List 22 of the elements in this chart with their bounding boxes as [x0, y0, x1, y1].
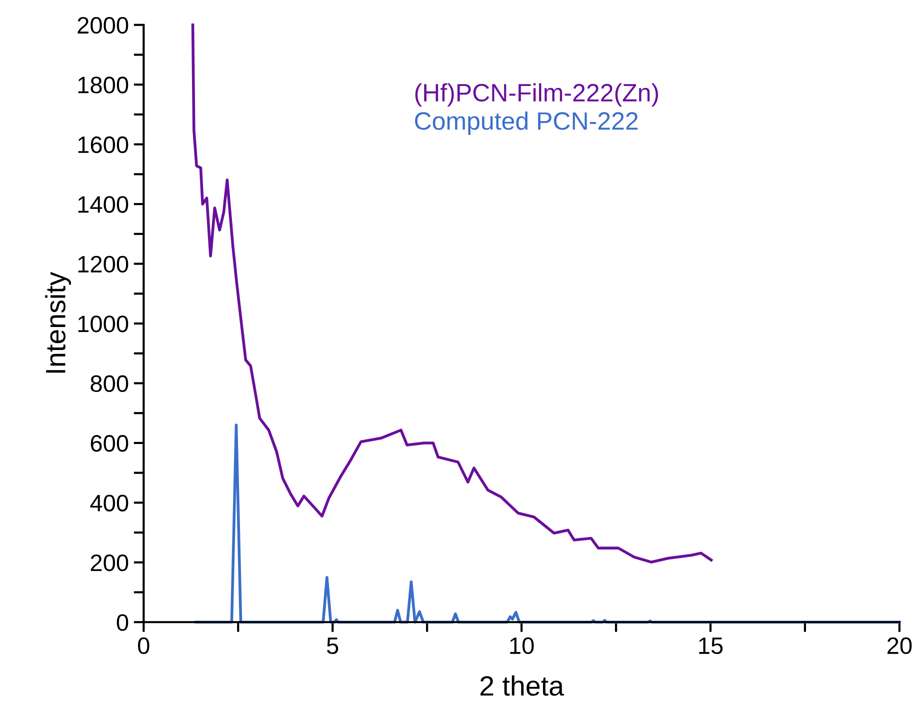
x-tick-label: 0 [138, 637, 150, 654]
y-tick-label: 600 [90, 435, 128, 452]
x-tick-label: 20 [888, 637, 912, 654]
x-tick-label: 5 [326, 638, 338, 654]
y-tick-label: 1400 [78, 196, 128, 213]
y-tick-label: 800 [90, 375, 128, 392]
x-axis-title: 2 theta [480, 675, 564, 696]
y-tick-label: 0 [116, 614, 128, 631]
x-tick-label: 10 [510, 637, 534, 654]
y-tick-label: 1600 [78, 136, 128, 154]
text: (Hf)PCN-Film-222(Zn) [415, 83, 658, 107]
y-tick-label: 200 [90, 554, 128, 572]
x-tick-label: 15 [699, 638, 723, 654]
y-tick-label: 1000 [78, 316, 128, 332]
y-tick-label: 2000 [78, 16, 128, 34]
y-axis-title: Intensity [45, 272, 71, 373]
line-series [191, 23, 713, 564]
y-tick-label: 1200 [78, 256, 128, 273]
line-series [194, 424, 901, 624]
y-tick-label: 400 [90, 494, 128, 512]
y-tick-label: 1800 [78, 76, 128, 94]
text: Computed PCN-222 [415, 112, 638, 135]
